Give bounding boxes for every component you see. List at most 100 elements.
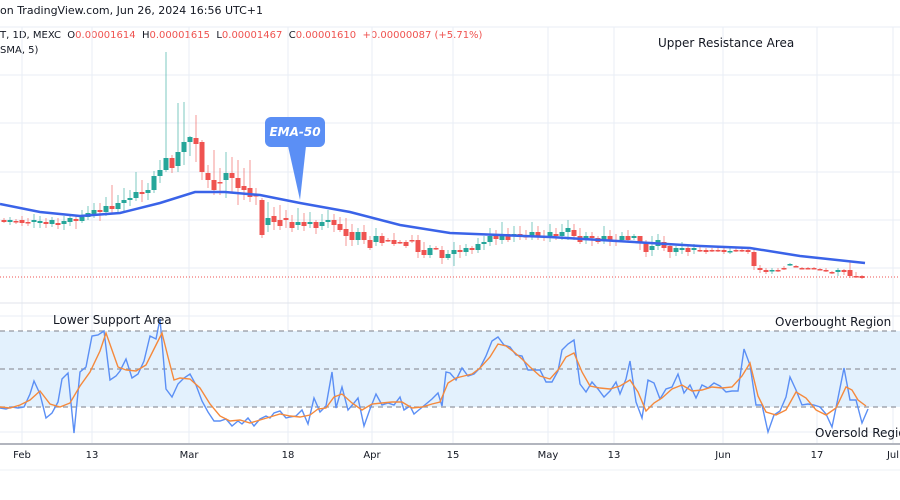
ohlc-legend: T, 1D, MEXC O0.00001614 H0.00001615 L0.0…: [0, 30, 482, 41]
candle-down: [469, 248, 475, 250]
candle-down: [289, 222, 295, 228]
candle-down: [415, 240, 421, 252]
candle-up: [445, 254, 451, 258]
overbought-label: Overbought Region: [775, 315, 892, 329]
candle-up: [649, 246, 655, 250]
candle-down: [13, 221, 19, 223]
candle-up: [307, 222, 313, 224]
candle-up: [103, 206, 109, 212]
candle-down: [859, 276, 865, 278]
candle-up: [223, 173, 229, 180]
candle-up: [67, 218, 73, 222]
candle-up: [145, 190, 151, 193]
chart-source-caption: on TradingView.com, Jun 26, 2024 16:56 U…: [0, 4, 264, 17]
change-value: +0.00000087 (+5.71%): [362, 30, 483, 41]
candle-up: [175, 152, 181, 166]
candle-down: [343, 229, 349, 236]
candle-down: [625, 236, 631, 240]
candle-down: [775, 270, 781, 272]
candle-up: [61, 221, 67, 224]
candle-up: [475, 244, 481, 250]
close-key: C: [288, 30, 296, 41]
candle-down: [235, 178, 241, 188]
oversold-label: Oversold Region: [815, 426, 900, 440]
candle-down: [19, 220, 25, 223]
candle-up: [679, 248, 685, 250]
candle-down: [271, 216, 277, 222]
candle-up: [319, 222, 325, 226]
oscillator-fast-line: [0, 318, 869, 435]
candle-down: [73, 219, 79, 221]
candle-down: [781, 268, 787, 270]
candle-down: [607, 236, 613, 240]
upper-resistance-label: Upper Resistance Area: [658, 36, 795, 50]
candle-down: [793, 266, 799, 268]
candle-up: [673, 248, 679, 252]
low-value: 0.00001467: [221, 30, 283, 41]
ema-50-callout: EMA-50: [265, 117, 325, 147]
candle-down: [409, 240, 415, 242]
candle-up: [451, 250, 457, 254]
candle-down: [55, 223, 61, 225]
candle-down: [553, 234, 559, 236]
candle-up: [295, 222, 301, 225]
candle-down: [313, 222, 319, 228]
candle-down: [43, 222, 49, 224]
candle-down: [853, 276, 859, 278]
candle-down: [199, 142, 205, 172]
candle-up: [121, 200, 127, 203]
time-axis-label: May: [537, 450, 559, 461]
ema-50-label: EMA-50: [269, 125, 321, 139]
candle-down: [205, 173, 211, 180]
time-axis-label: Jul: [886, 450, 900, 461]
candle-down: [739, 250, 745, 252]
candle-down: [841, 270, 847, 272]
candle-down: [433, 248, 439, 250]
candle-down: [349, 232, 355, 240]
candle-up: [631, 236, 637, 238]
candle-down: [637, 236, 643, 242]
candle-down: [505, 234, 511, 240]
time-axis-label: 13: [607, 450, 621, 461]
candle-down: [169, 158, 175, 168]
close-value: 0.00001610: [295, 30, 357, 41]
candle-down: [361, 232, 367, 240]
candle-up: [49, 220, 55, 224]
candle-down: [703, 250, 709, 252]
candle-down: [421, 250, 427, 255]
candle-down: [817, 269, 823, 271]
candle-down: [823, 270, 829, 272]
oscillator-slow-line: [0, 330, 867, 424]
candle-down: [217, 182, 223, 184]
candle-up: [499, 234, 505, 240]
candle-down: [745, 250, 751, 252]
candle-down: [643, 242, 649, 252]
candle-down: [811, 268, 817, 270]
candle-down: [763, 270, 769, 272]
ema-callout-pointer: [288, 146, 306, 200]
candle-down: [259, 200, 265, 235]
candle-down: [397, 242, 403, 244]
candle-down: [229, 173, 235, 178]
time-axis-label: Apr: [363, 450, 381, 461]
candle-up: [115, 203, 121, 209]
symbol-interval-exchange: T, 1D, MEXC: [0, 30, 61, 41]
candle-down: [241, 186, 247, 190]
ema-50-line: [0, 190, 866, 265]
candle-down: [193, 138, 199, 144]
candle-down: [301, 222, 307, 226]
candle-up: [835, 270, 841, 272]
candle-up: [181, 142, 187, 152]
time-axis-label: 13: [85, 450, 99, 461]
open-value: 0.00001614: [75, 30, 136, 41]
candle-down: [379, 236, 385, 243]
candle-down: [439, 250, 445, 258]
candle-down: [799, 268, 805, 270]
candle-down: [97, 210, 103, 212]
time-axis-label: 15: [446, 450, 460, 461]
candle-down: [337, 224, 343, 230]
candle-down: [457, 250, 463, 252]
candle-up: [37, 221, 43, 223]
candle-up: [127, 198, 133, 200]
